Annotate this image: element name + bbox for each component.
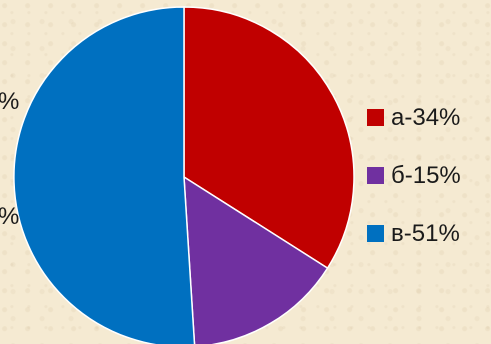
- pie-slice-b: [183, 175, 329, 344]
- legend-item-b: б-15%: [367, 157, 461, 194]
- pie-slice-c: [13, 6, 196, 344]
- clipped-data-label-1: %: [0, 88, 20, 115]
- legend-label-c: в-51%: [391, 219, 460, 247]
- legend-item-c: в-51%: [367, 215, 461, 252]
- legend-swatch-a: [367, 109, 384, 126]
- legend-swatch-b: [367, 167, 384, 184]
- legend-label-b: б-15%: [391, 161, 461, 189]
- legend-item-a: а-34%: [367, 99, 461, 136]
- clipped-data-label-2: %: [0, 203, 20, 230]
- chart-legend: а-34% б-15% в-51%: [367, 99, 461, 273]
- pie-slice-a: [183, 6, 355, 270]
- legend-swatch-c: [367, 225, 384, 242]
- legend-label-a: а-34%: [391, 103, 461, 131]
